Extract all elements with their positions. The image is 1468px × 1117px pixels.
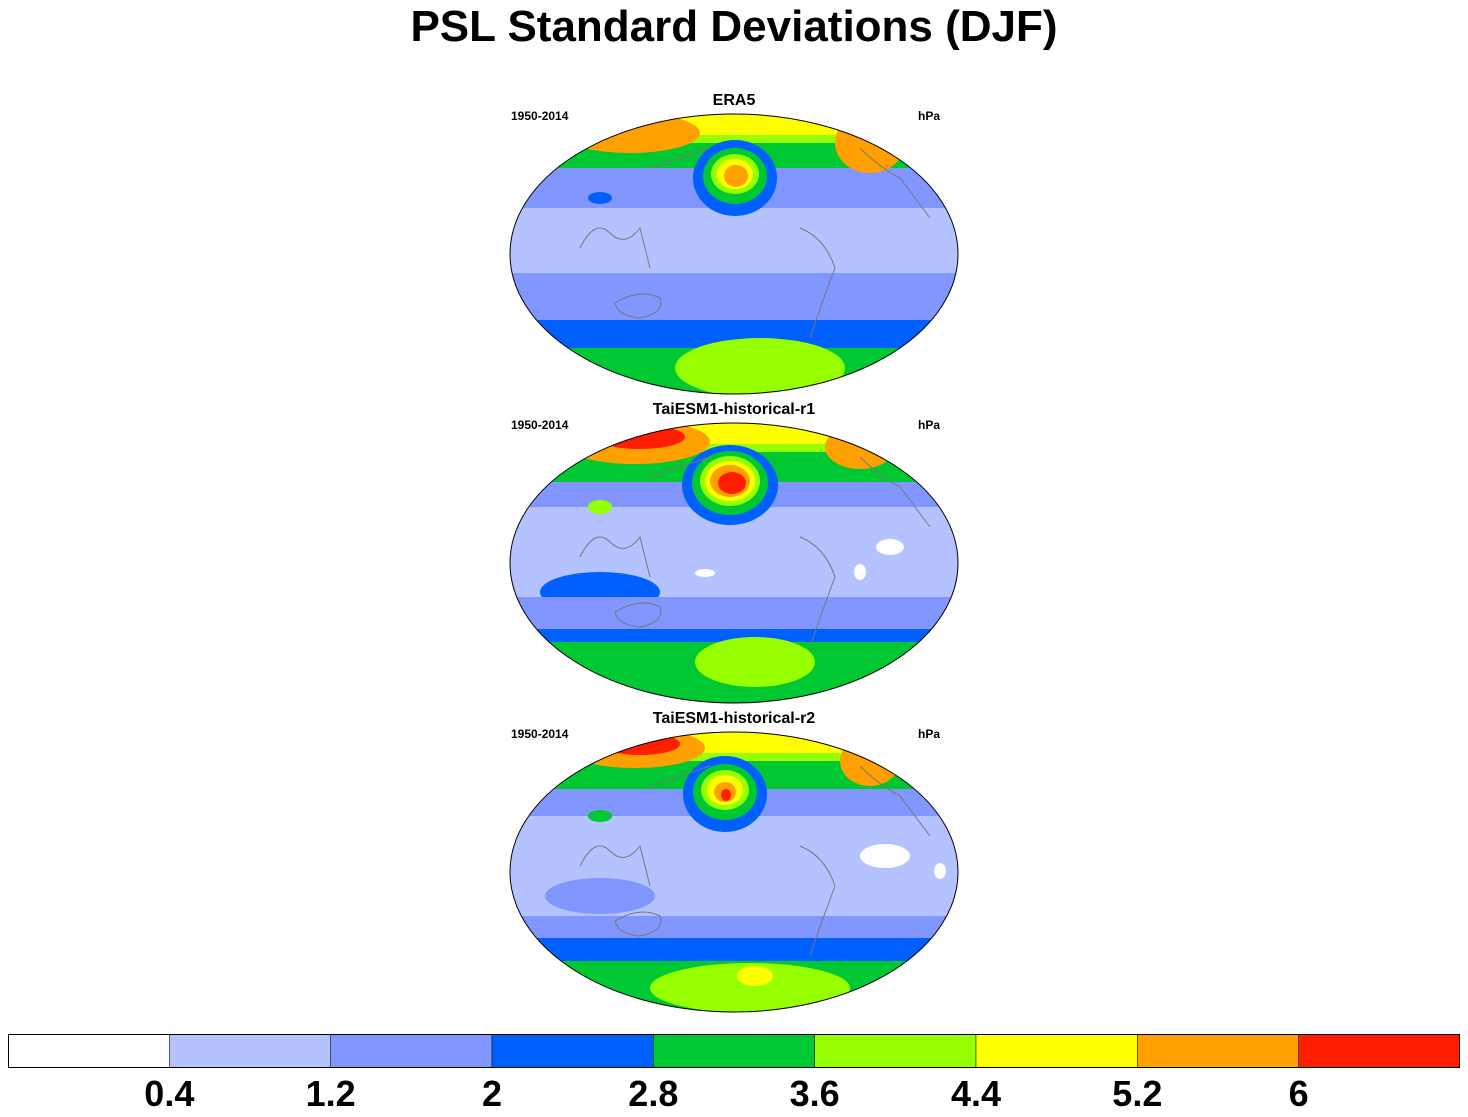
colorbar-swatch (814, 1034, 977, 1068)
colorbar-swatch (975, 1034, 1138, 1068)
colorbar-tick-label: 0.4 (144, 1073, 195, 1114)
colorbar-border (8, 1034, 1460, 1068)
colorbar (8, 1034, 1460, 1068)
panel-period: 1950-2014 (511, 418, 569, 432)
map-panel-r2: TaiESM1-historical-r2 1950-2014 hPa (500, 710, 968, 1016)
colorbar-swatch (169, 1034, 331, 1068)
panel-title: TaiESM1-historical-r1 (652, 401, 816, 418)
panel-units: hPa (917, 109, 940, 123)
colorbar-tick-label: 1.2 (305, 1073, 356, 1114)
page-title: PSL Standard Deviations (DJF) (410, 2, 1058, 51)
map-graphic (509, 422, 959, 704)
panel-period: 1950-2014 (511, 109, 569, 123)
colorbar-swatch (491, 1034, 654, 1068)
colorbar-tick-label: 2 (481, 1073, 503, 1114)
map-graphic (509, 731, 959, 1013)
colorbar-tick-label: 6 (1288, 1073, 1309, 1114)
map-panel-r1: TaiESM1-historical-r1 1950-2014 hPa (500, 401, 968, 707)
map-panel-era5: ERA5 1950-2014 hPa (500, 92, 968, 398)
panel-units: hPa (917, 727, 940, 741)
panel-period: 1950-2014 (511, 727, 569, 741)
map-graphic (509, 113, 959, 395)
colorbar-swatch (330, 1034, 493, 1068)
panel-title: ERA5 (712, 92, 756, 109)
colorbar-tick-label: 4.4 (950, 1073, 1002, 1114)
colorbar-swatch (8, 1034, 170, 1068)
panel-units: hPa (917, 418, 940, 432)
colorbar-tick-label: 5.2 (1112, 1073, 1163, 1114)
colorbar-swatch (1137, 1034, 1299, 1068)
colorbar-swatch (653, 1034, 815, 1068)
panel-title: TaiESM1-historical-r2 (652, 710, 816, 727)
colorbar-tick-label: 2.8 (628, 1073, 679, 1114)
colorbar-swatch (1298, 1034, 1460, 1068)
colorbar-tick-label: 3.6 (789, 1073, 840, 1114)
